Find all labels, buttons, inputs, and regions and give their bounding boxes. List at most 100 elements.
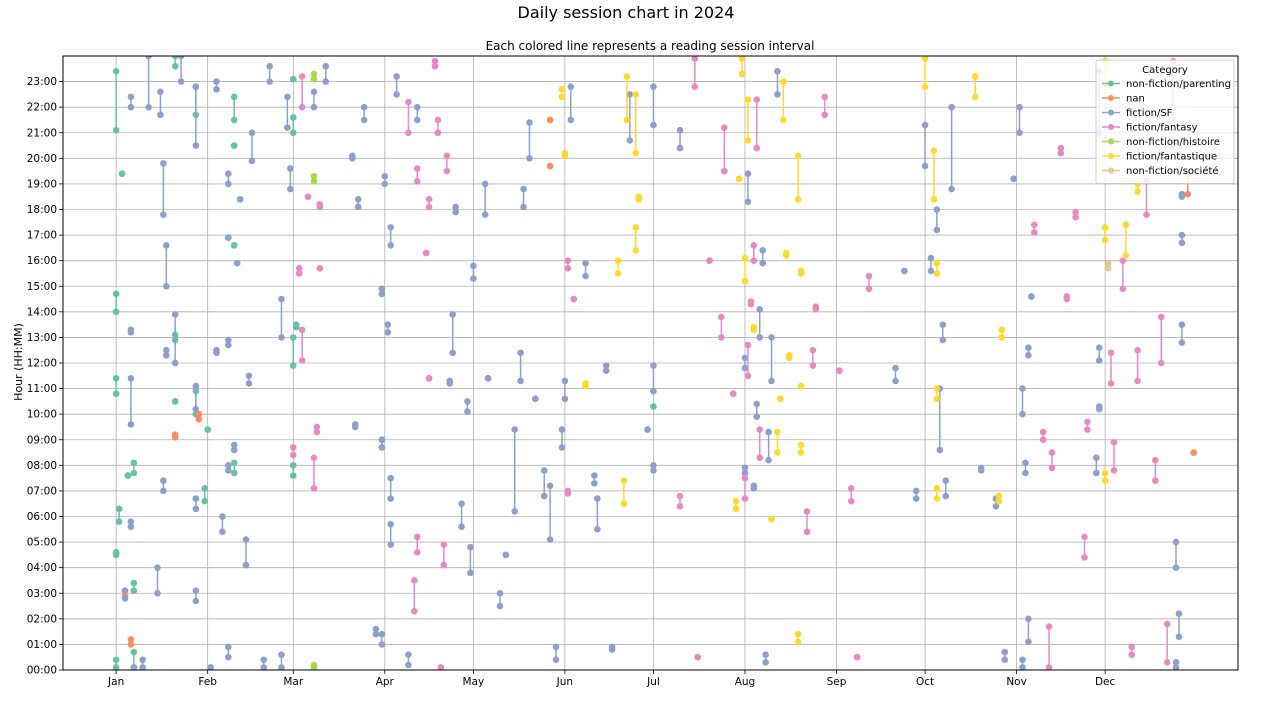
session-start-point: [266, 78, 273, 85]
session-start-point: [413, 116, 421, 124]
session-start-point: [163, 352, 170, 359]
session-end-point: [809, 346, 817, 354]
session-end-point: [546, 162, 554, 170]
session-start-point: [759, 259, 766, 267]
series-fiction-fantasy: [289, 56, 1177, 670]
session-end-point: [620, 477, 628, 484]
session-start-point: [121, 595, 129, 602]
session-end-point: [177, 56, 185, 60]
session-end-point: [1172, 659, 1180, 666]
session-start-point: [721, 167, 728, 175]
session-end-point: [626, 91, 634, 98]
session-end-point: [632, 224, 640, 231]
session-start-point: [425, 203, 433, 211]
session-end-point: [242, 536, 250, 543]
session-end-point: [511, 426, 518, 433]
session-end-point: [608, 643, 616, 651]
session-end-point: [467, 543, 474, 551]
session-start-point: [933, 395, 941, 403]
session-end-point: [1025, 344, 1032, 351]
session-end-point: [127, 636, 135, 643]
session-end-point: [405, 98, 412, 106]
series-non-fiction-soci-t-: [1104, 259, 1112, 272]
session-start-point: [753, 413, 761, 421]
session-end-point: [1057, 144, 1065, 152]
session-end-point: [289, 75, 297, 83]
session-end-point: [741, 254, 749, 262]
session-end-point: [225, 462, 232, 469]
session-start-point: [1104, 265, 1112, 272]
session-end-point: [354, 195, 362, 203]
session-end-point: [118, 170, 126, 177]
session-end-point: [1157, 313, 1165, 321]
session-end-point: [387, 474, 395, 482]
session-start-point: [201, 497, 209, 505]
session-end-point: [204, 426, 211, 433]
session-start-point: [1175, 633, 1183, 641]
session-end-point: [921, 121, 929, 129]
x-tick-label: Jun: [556, 676, 573, 688]
session-start-point: [139, 664, 147, 670]
legend-box: [1095, 59, 1235, 184]
session-start-point: [930, 195, 938, 203]
session-start-point: [847, 497, 855, 505]
session-start-point: [809, 362, 817, 369]
y-tick-label: 19:00: [27, 178, 57, 190]
session-end-point: [942, 477, 950, 484]
y-tick-label: 11:00: [27, 383, 57, 395]
session-end-point: [295, 265, 303, 272]
session-end-point: [378, 436, 386, 444]
session-end-point: [393, 73, 400, 80]
session-end-point: [797, 441, 805, 449]
session-end-point: [230, 242, 238, 249]
session-end-point: [496, 589, 504, 597]
session-end-point: [561, 377, 569, 385]
session-start-point: [614, 270, 622, 277]
session-end-point: [192, 382, 200, 390]
session-start-point: [310, 485, 318, 492]
session-start-point: [378, 444, 386, 451]
session-end-point: [289, 444, 297, 451]
session-start-point: [452, 208, 459, 216]
session-start-point: [130, 469, 138, 477]
session-end-point: [464, 398, 471, 405]
session-end-point: [933, 206, 941, 213]
x-tick-label: Sep: [827, 676, 847, 688]
session-end-point: [230, 459, 238, 467]
session-end-point: [847, 485, 855, 492]
session-end-point: [160, 160, 167, 167]
session-start-point: [995, 497, 1003, 505]
session-end-point: [1101, 224, 1109, 231]
session-end-point: [933, 485, 941, 492]
session-end-point: [591, 472, 598, 479]
session-end-point: [207, 664, 214, 670]
session-start-point: [298, 103, 306, 111]
session-start-point: [127, 103, 135, 111]
session-start-point: [676, 502, 684, 510]
session-end-point: [372, 625, 380, 633]
session-start-point: [171, 359, 179, 367]
session-end-point: [812, 303, 820, 311]
session-end-point: [759, 247, 766, 254]
session-end-point: [1122, 221, 1130, 229]
x-tick-label: Apr: [376, 676, 395, 688]
session-start-point: [718, 334, 725, 341]
y-tick-label: 15:00: [27, 281, 57, 293]
session-start-point: [744, 137, 752, 144]
session-end-point: [1134, 346, 1141, 354]
session-end-point: [112, 375, 120, 382]
session-end-point: [304, 193, 312, 201]
session-end-point: [484, 375, 492, 382]
session-end-point: [892, 364, 899, 372]
session-start-point: [939, 336, 947, 344]
session-start-point: [225, 467, 232, 474]
session-end-point: [351, 421, 359, 428]
y-tick-label: 00:00: [27, 665, 57, 677]
y-tick-label: 21:00: [27, 127, 57, 139]
y-tick-label: 12:00: [27, 358, 57, 370]
session-end-point: [602, 362, 610, 369]
session-end-point: [130, 579, 138, 587]
session-end-point: [213, 346, 220, 354]
session-start-point: [626, 137, 634, 144]
session-start-point: [298, 357, 306, 364]
